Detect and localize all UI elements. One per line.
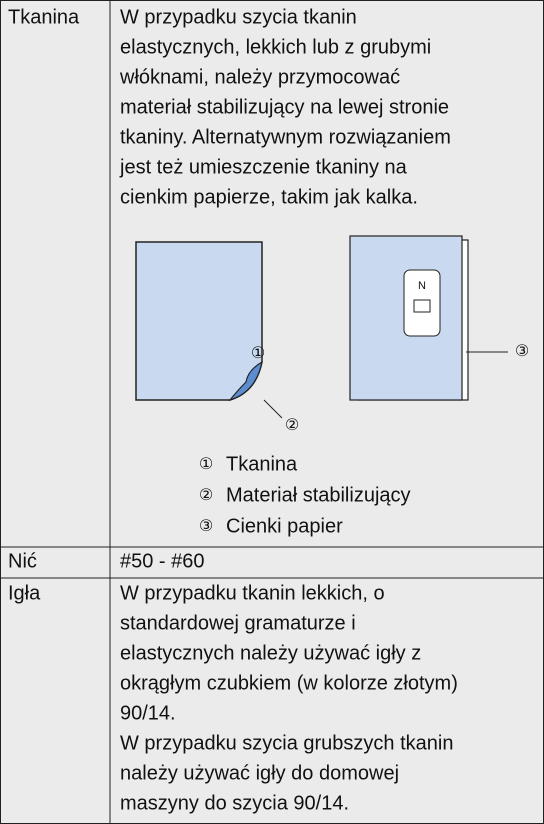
fabric-figure (135, 241, 283, 419)
cell-line: okrągłym czubkiem (w kolorze złotym) (120, 672, 458, 694)
figure-callout: ② (285, 417, 299, 434)
figure-callout: ① (251, 345, 265, 362)
row-label: Igła (8, 582, 41, 604)
cell-line: W przypadku tkanin lekkich, o (120, 582, 385, 604)
cell-line: tkaniny. Alternatywnym rozwiązaniem (120, 126, 451, 148)
row-label: Tkanina (8, 6, 80, 28)
cell-line: elastycznych, lekkich lub z grubymi (120, 36, 431, 58)
cell-line: należy używać igły do domowej (120, 762, 399, 784)
paper-figure (349, 235, 508, 401)
presser-letter: N (418, 280, 426, 292)
legend-marker: ② (199, 487, 213, 504)
cell-line: #50 - #60 (120, 550, 205, 572)
figure-callout: ③ (515, 343, 529, 360)
cell-line: materiał stabilizujący na lewej stronie (120, 96, 449, 118)
legend-text: Tkanina (226, 453, 298, 475)
legend-marker: ③ (199, 518, 213, 535)
legend-text: Materiał stabilizujący (226, 484, 411, 506)
cell-line: cienkim papierze, takim jak kalka. (120, 186, 418, 208)
cell-line: W przypadku szycia tkanin (120, 6, 357, 28)
row-label: Nić (8, 550, 37, 572)
cell-line: elastycznych należy używać igły z (120, 642, 421, 664)
cell-line: jest też umieszczenie tkaniny na (119, 156, 408, 178)
legend-text: Cienki papier (226, 515, 343, 537)
legend-marker: ① (199, 456, 213, 473)
cell-line: maszyny do szycia 90/14. (120, 792, 349, 814)
cell-line: 90/14. (120, 702, 176, 724)
cell-line: włóknami, należy przymocować (119, 66, 400, 88)
cell-line: W przypadku szycia grubszych tkanin (120, 732, 453, 754)
cell-line: standardowej gramaturze i (120, 612, 356, 634)
